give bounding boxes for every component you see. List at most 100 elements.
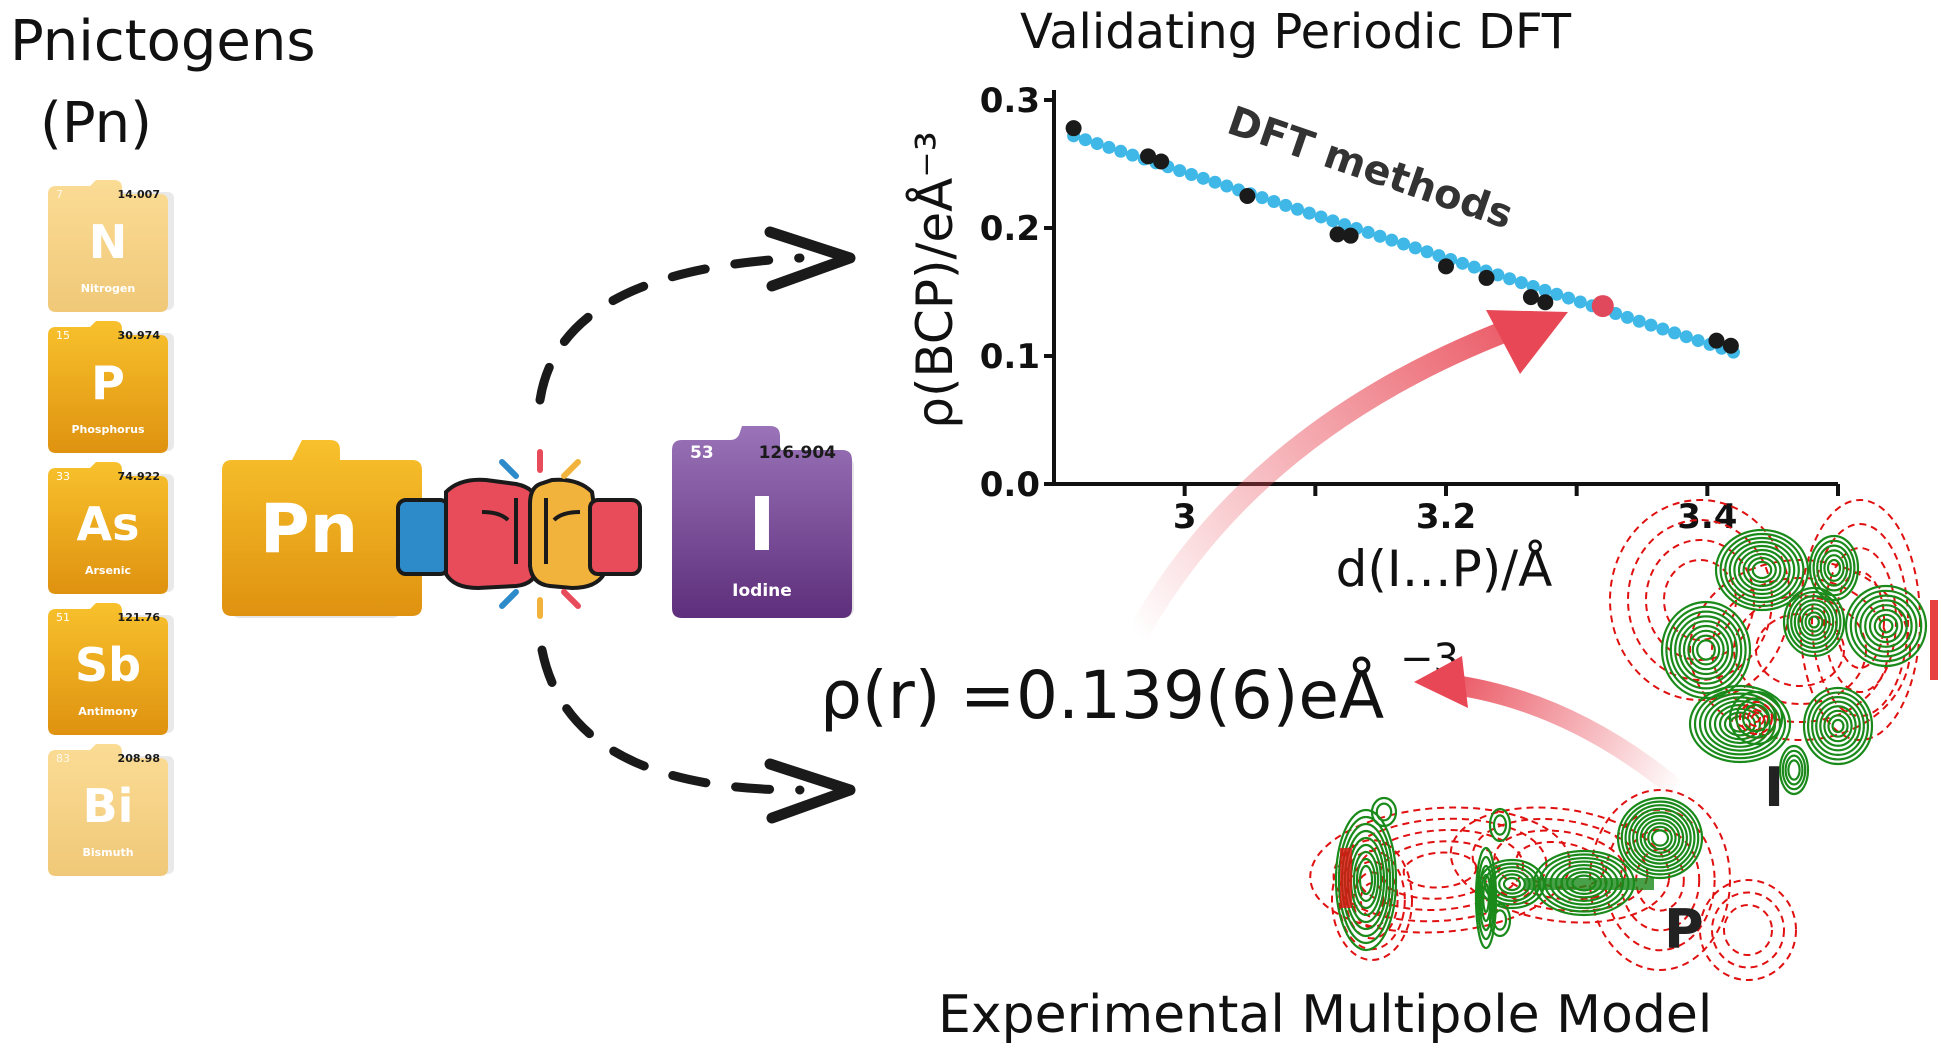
deformation-density-map bbox=[1309, 499, 1938, 981]
fit-line-dot bbox=[1173, 164, 1187, 178]
equals-sign: = bbox=[960, 657, 1015, 734]
fit-line-dot bbox=[1090, 137, 1104, 151]
element-mass: 74.922 bbox=[118, 470, 160, 483]
fit-line-dot bbox=[1644, 318, 1658, 332]
fit-line-dot bbox=[1397, 237, 1411, 251]
fit-line-dot bbox=[1656, 322, 1670, 336]
data-point bbox=[1342, 227, 1359, 244]
left-fist bbox=[444, 477, 540, 591]
fit-line-dot bbox=[1432, 249, 1446, 263]
positive-contour bbox=[1802, 686, 1874, 766]
fit-line-dot bbox=[1208, 175, 1222, 189]
chart-axes: 3 3.2 3.4 0.0 0.1 0.2 0.3 bbox=[980, 81, 1840, 537]
fit-line-dot bbox=[1491, 268, 1505, 282]
y-tick-label: 0.0 bbox=[980, 465, 1040, 505]
fit-line-dot bbox=[1668, 326, 1682, 340]
fit-line-dot bbox=[1373, 229, 1387, 243]
fit-line-dot bbox=[1550, 287, 1564, 301]
positive-contour bbox=[1370, 796, 1398, 828]
fit-line-dot bbox=[1326, 214, 1340, 228]
highlighted-point bbox=[1591, 295, 1614, 318]
element-number: 33 bbox=[56, 470, 70, 483]
positive-contour bbox=[1714, 528, 1810, 612]
red-arrow-to-formula bbox=[1414, 656, 1690, 802]
element-symbol: As bbox=[77, 497, 140, 551]
right-fist bbox=[528, 477, 607, 591]
positive-contour bbox=[1844, 584, 1928, 668]
element-tile-sb: 51 121.76 Sb Antimony bbox=[48, 603, 174, 735]
data-point bbox=[1708, 332, 1725, 349]
fit-line-dot bbox=[1420, 245, 1434, 259]
data-point bbox=[1239, 188, 1256, 204]
dashed-arrow-up bbox=[535, 226, 856, 405]
pn-symbol: Pn bbox=[260, 490, 358, 569]
element-name: Phosphorus bbox=[71, 423, 145, 436]
data-point bbox=[1722, 337, 1739, 354]
fit-line-dot bbox=[1562, 291, 1575, 305]
left-cuff bbox=[396, 498, 450, 576]
y-tick-label: 0.2 bbox=[980, 209, 1040, 249]
fit-line-dot bbox=[1385, 233, 1399, 247]
iodine-symbol: I bbox=[748, 482, 776, 568]
fit-line-dot bbox=[1267, 195, 1281, 209]
element-symbol: P bbox=[91, 356, 125, 410]
iodine-tile: 53 126.904 I Iodine bbox=[672, 426, 854, 618]
dft-methods-annotation: DFT methods bbox=[1222, 98, 1519, 239]
data-point bbox=[1537, 294, 1554, 311]
fit-line-dot bbox=[1279, 198, 1293, 212]
rho-formula: ρ(r) = 0.139(6)eÅ −3 bbox=[820, 636, 1459, 734]
highlight-point bbox=[1591, 295, 1614, 318]
chart-title: Validating Periodic DFT bbox=[1020, 4, 1572, 60]
atom-label-i: I bbox=[1764, 756, 1784, 819]
positive-contour bbox=[1488, 807, 1512, 843]
fit-line-dot bbox=[1078, 133, 1092, 147]
atom-label-p: P bbox=[1664, 898, 1704, 961]
dashed-arrow-down bbox=[537, 645, 856, 824]
positive-contour bbox=[1474, 846, 1498, 950]
rho-label: ρ(r) bbox=[820, 657, 941, 734]
element-mass: 121.76 bbox=[118, 611, 161, 624]
map-caption: Experimental Multipole Model bbox=[938, 985, 1712, 1045]
iodine-number: 53 bbox=[690, 443, 714, 463]
positive-contour bbox=[1660, 600, 1752, 700]
fit-line-dot bbox=[1632, 314, 1646, 328]
fit-line-dot bbox=[1455, 256, 1469, 270]
y-tick-label: 0.3 bbox=[980, 81, 1040, 121]
element-name: Arsenic bbox=[85, 564, 131, 577]
element-mass: 208.98 bbox=[118, 752, 160, 765]
data-point bbox=[1153, 153, 1170, 170]
fit-line-dot bbox=[1503, 272, 1517, 286]
fit-line-dot bbox=[1184, 167, 1198, 181]
fit-line-dot bbox=[1361, 225, 1375, 239]
fit-line-dot bbox=[1514, 276, 1528, 290]
fit-line-dot bbox=[1290, 202, 1304, 216]
data-points bbox=[1065, 120, 1739, 354]
data-point bbox=[1438, 258, 1454, 275]
data-point bbox=[1522, 289, 1539, 306]
element-number: 51 bbox=[56, 611, 70, 624]
fit-line-dot bbox=[1691, 334, 1705, 348]
element-symbol: N bbox=[89, 215, 128, 269]
negative-contour bbox=[1699, 879, 1797, 981]
fit-line-dot bbox=[1102, 140, 1116, 154]
element-tile-p: 15 30.974 P Phosphorus bbox=[48, 321, 174, 453]
data-point bbox=[1329, 226, 1346, 243]
data-point bbox=[1478, 269, 1495, 286]
fit-line-dot bbox=[1220, 179, 1234, 193]
rho-value: 0.139(6)eÅ bbox=[1016, 657, 1384, 734]
fit-line-dot bbox=[1467, 260, 1481, 274]
right-cuff bbox=[588, 498, 642, 576]
fit-line-dot bbox=[1255, 191, 1269, 205]
fit-line-dot bbox=[1679, 330, 1693, 344]
element-name: Antimony bbox=[78, 705, 137, 718]
element-number: 15 bbox=[56, 329, 70, 342]
y-axis-label: ρ(BCP)/eÅ⁻³ bbox=[906, 131, 964, 429]
positive-contour bbox=[1688, 684, 1792, 764]
element-number: 7 bbox=[56, 188, 63, 201]
fit-line-dot bbox=[1314, 210, 1328, 224]
element-mass: 30.974 bbox=[118, 329, 161, 342]
fit-line-dot bbox=[1620, 310, 1634, 324]
positive-contour bbox=[1808, 534, 1860, 602]
element-number: 83 bbox=[56, 752, 70, 765]
